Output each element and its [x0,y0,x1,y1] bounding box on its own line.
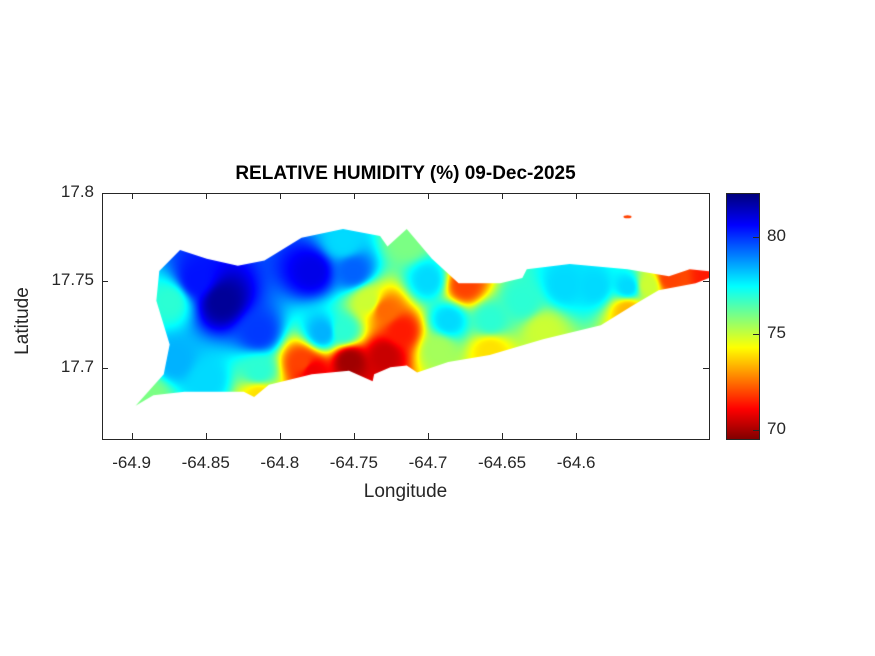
y-tick-mark [102,368,108,369]
y-tick-mark [703,368,709,369]
x-tick-mark [427,193,429,199]
colorbar-gradient [727,194,759,439]
chart-title: RELATIVE HUMIDITY (%) 09-Dec-2025 [235,163,576,184]
y-tick-label: 17.7 [60,357,94,376]
colorbar [726,193,760,440]
x-axis-label: Longitude [363,481,448,502]
x-tick-mark [205,433,207,439]
x-tick-label: -64.6 [556,453,596,472]
colorbar-tick-label: 70 [767,419,786,439]
x-tick-mark [353,193,355,199]
x-tick-mark [502,193,504,199]
humidity-field [103,194,709,439]
x-tick-mark [205,193,207,199]
x-tick-label: -64.9 [112,453,151,472]
colorbar-tick-label: 75 [767,322,786,342]
colorbar-tick-mark [753,237,759,239]
x-tick-mark [502,433,504,439]
x-tick-mark [427,433,429,439]
x-tick-mark [353,433,355,439]
x-tick-label: -64.8 [260,453,300,472]
x-tick-label: -64.75 [329,453,378,472]
y-tick-mark [102,193,108,194]
x-tick-mark [279,193,281,199]
x-tick-mark [131,433,133,439]
x-tick-mark [576,193,578,199]
y-tick-mark [703,280,709,282]
x-tick-mark [576,433,578,439]
x-tick-label: -64.65 [477,453,527,472]
colorbar-tick-mark [753,333,759,335]
y-axis-label: Latitude [12,287,33,355]
y-tick-label: 17.75 [51,269,94,289]
plot-axes [102,193,710,440]
x-tick-mark [279,433,281,439]
y-tick-mark [703,193,709,194]
x-tick-label: -64.7 [408,453,448,472]
x-tick-label: -64.85 [181,453,230,472]
x-tick-mark [131,193,133,199]
y-tick-label: 17.8 [60,182,94,201]
y-tick-mark [102,280,108,282]
colorbar-tick-mark [753,430,759,432]
colorbar-tick-label: 80 [767,226,786,246]
